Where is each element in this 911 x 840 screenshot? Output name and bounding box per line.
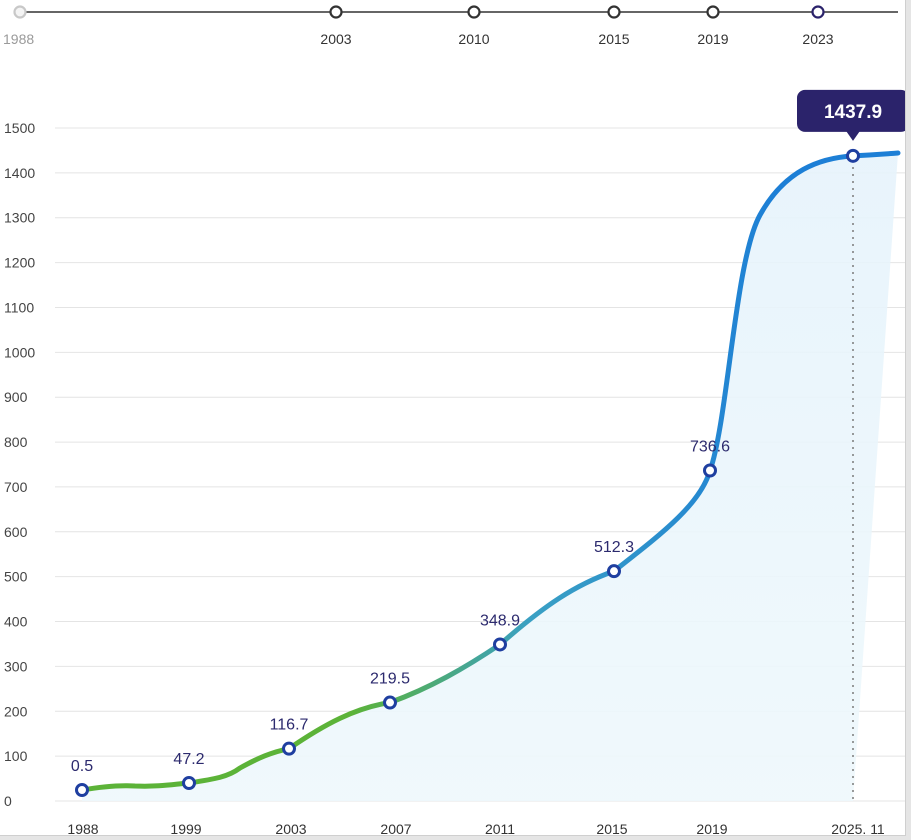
data-label-2015: 512.3 <box>594 539 634 556</box>
data-point-2011[interactable] <box>493 637 507 652</box>
data-point-1999[interactable] <box>182 776 196 790</box>
y-tick-label: 1000 <box>4 344 35 360</box>
callout-value: 1437.9 <box>824 102 882 123</box>
timeline-item-1988[interactable]: 1988 <box>3 5 34 48</box>
data-point-2015[interactable] <box>607 564 621 579</box>
timeline-label: 2015 <box>598 31 629 47</box>
callout: 1437.9 <box>797 89 905 141</box>
x-tick-label: 1988 <box>67 821 98 835</box>
x-tick-label: 2011 <box>485 821 515 835</box>
area-fill <box>82 153 898 801</box>
data-labels: 0.5 47.2 116.7 219.5 348.9 512.3 736.6 <box>71 439 730 775</box>
data-point-2019[interactable] <box>703 463 717 478</box>
y-tick-label: 0 <box>4 793 12 809</box>
timeline-dot[interactable] <box>706 5 720 19</box>
data-label-2003: 116.7 <box>270 717 309 734</box>
timeline-item-2015[interactable]: 2015 <box>598 5 630 48</box>
x-tick-label: 2025. 11 <box>831 821 885 835</box>
y-tick-label: 1500 <box>4 120 35 136</box>
timeline-item-2010[interactable]: 2010 <box>458 5 490 48</box>
series-line <box>79 150 901 793</box>
timeline-dot[interactable] <box>811 5 825 19</box>
y-tick-label: 900 <box>4 389 28 405</box>
data-label-2011: 348.9 <box>480 612 520 629</box>
area-under-line <box>82 153 898 801</box>
data-label-2007: 219.5 <box>370 671 410 688</box>
callout-box <box>797 89 905 132</box>
y-tick-label: 100 <box>4 748 28 764</box>
x-axis: 1988 1999 2003 2007 2011 2015 2019 2025. 11 <box>67 821 885 835</box>
highlight-callout: 1437.9 <box>797 89 905 141</box>
callout-pointer <box>846 130 860 141</box>
timeline-dot[interactable] <box>467 5 481 19</box>
y-tick-label: 300 <box>4 658 28 674</box>
x-tick-label: 1999 <box>170 821 201 835</box>
data-markers <box>75 148 860 797</box>
x-tick-label: 2019 <box>696 821 727 835</box>
y-tick-label: 1200 <box>4 255 35 271</box>
y-tick-label: 500 <box>4 569 28 585</box>
y-tick-label: 200 <box>4 703 28 719</box>
y-axis: 0 100 200 300 400 500 600 700 800 900 1000 1100 1200… <box>4 120 35 809</box>
data-label-2019: 736.6 <box>690 439 730 456</box>
timeline: 1988 2003 2010 2015 2019 2023 <box>3 5 898 48</box>
timeline-item-2019[interactable]: 2019 <box>697 5 729 48</box>
x-tick-label: 2003 <box>275 821 306 835</box>
timeline-label: 2023 <box>802 31 833 47</box>
timeline-item-2003[interactable]: 2003 <box>320 5 352 48</box>
data-label-1988: 0.5 <box>71 758 93 775</box>
timeline-label: 2010 <box>458 31 489 47</box>
data-point-2007[interactable] <box>383 695 397 710</box>
timeline-dot[interactable] <box>607 5 621 19</box>
data-label-1999: 47.2 <box>173 751 204 768</box>
y-tick-label: 1100 <box>4 299 34 315</box>
y-tick-label: 800 <box>4 434 28 450</box>
timeline-label: 2003 <box>320 31 351 47</box>
data-point-1988[interactable] <box>75 783 89 797</box>
y-tick-label: 1300 <box>4 210 35 226</box>
timeline-item-2023[interactable]: 2023 <box>802 5 834 48</box>
y-tick-label: 1400 <box>4 165 35 181</box>
x-tick-label: 2007 <box>380 821 411 835</box>
data-point-2003[interactable] <box>282 741 296 756</box>
x-tick-label: 2015 <box>596 821 627 835</box>
timeline-dot[interactable] <box>13 5 27 19</box>
data-point-2025. 11[interactable] <box>846 148 860 163</box>
timeline-label: 2019 <box>697 31 728 47</box>
y-tick-label: 400 <box>4 614 28 630</box>
series-line-layer <box>79 150 901 801</box>
y-tick-label: 700 <box>4 479 28 495</box>
timeline-dot[interactable] <box>329 5 343 19</box>
y-tick-label: 600 <box>4 524 28 540</box>
timeline-label: 1988 <box>3 31 34 47</box>
